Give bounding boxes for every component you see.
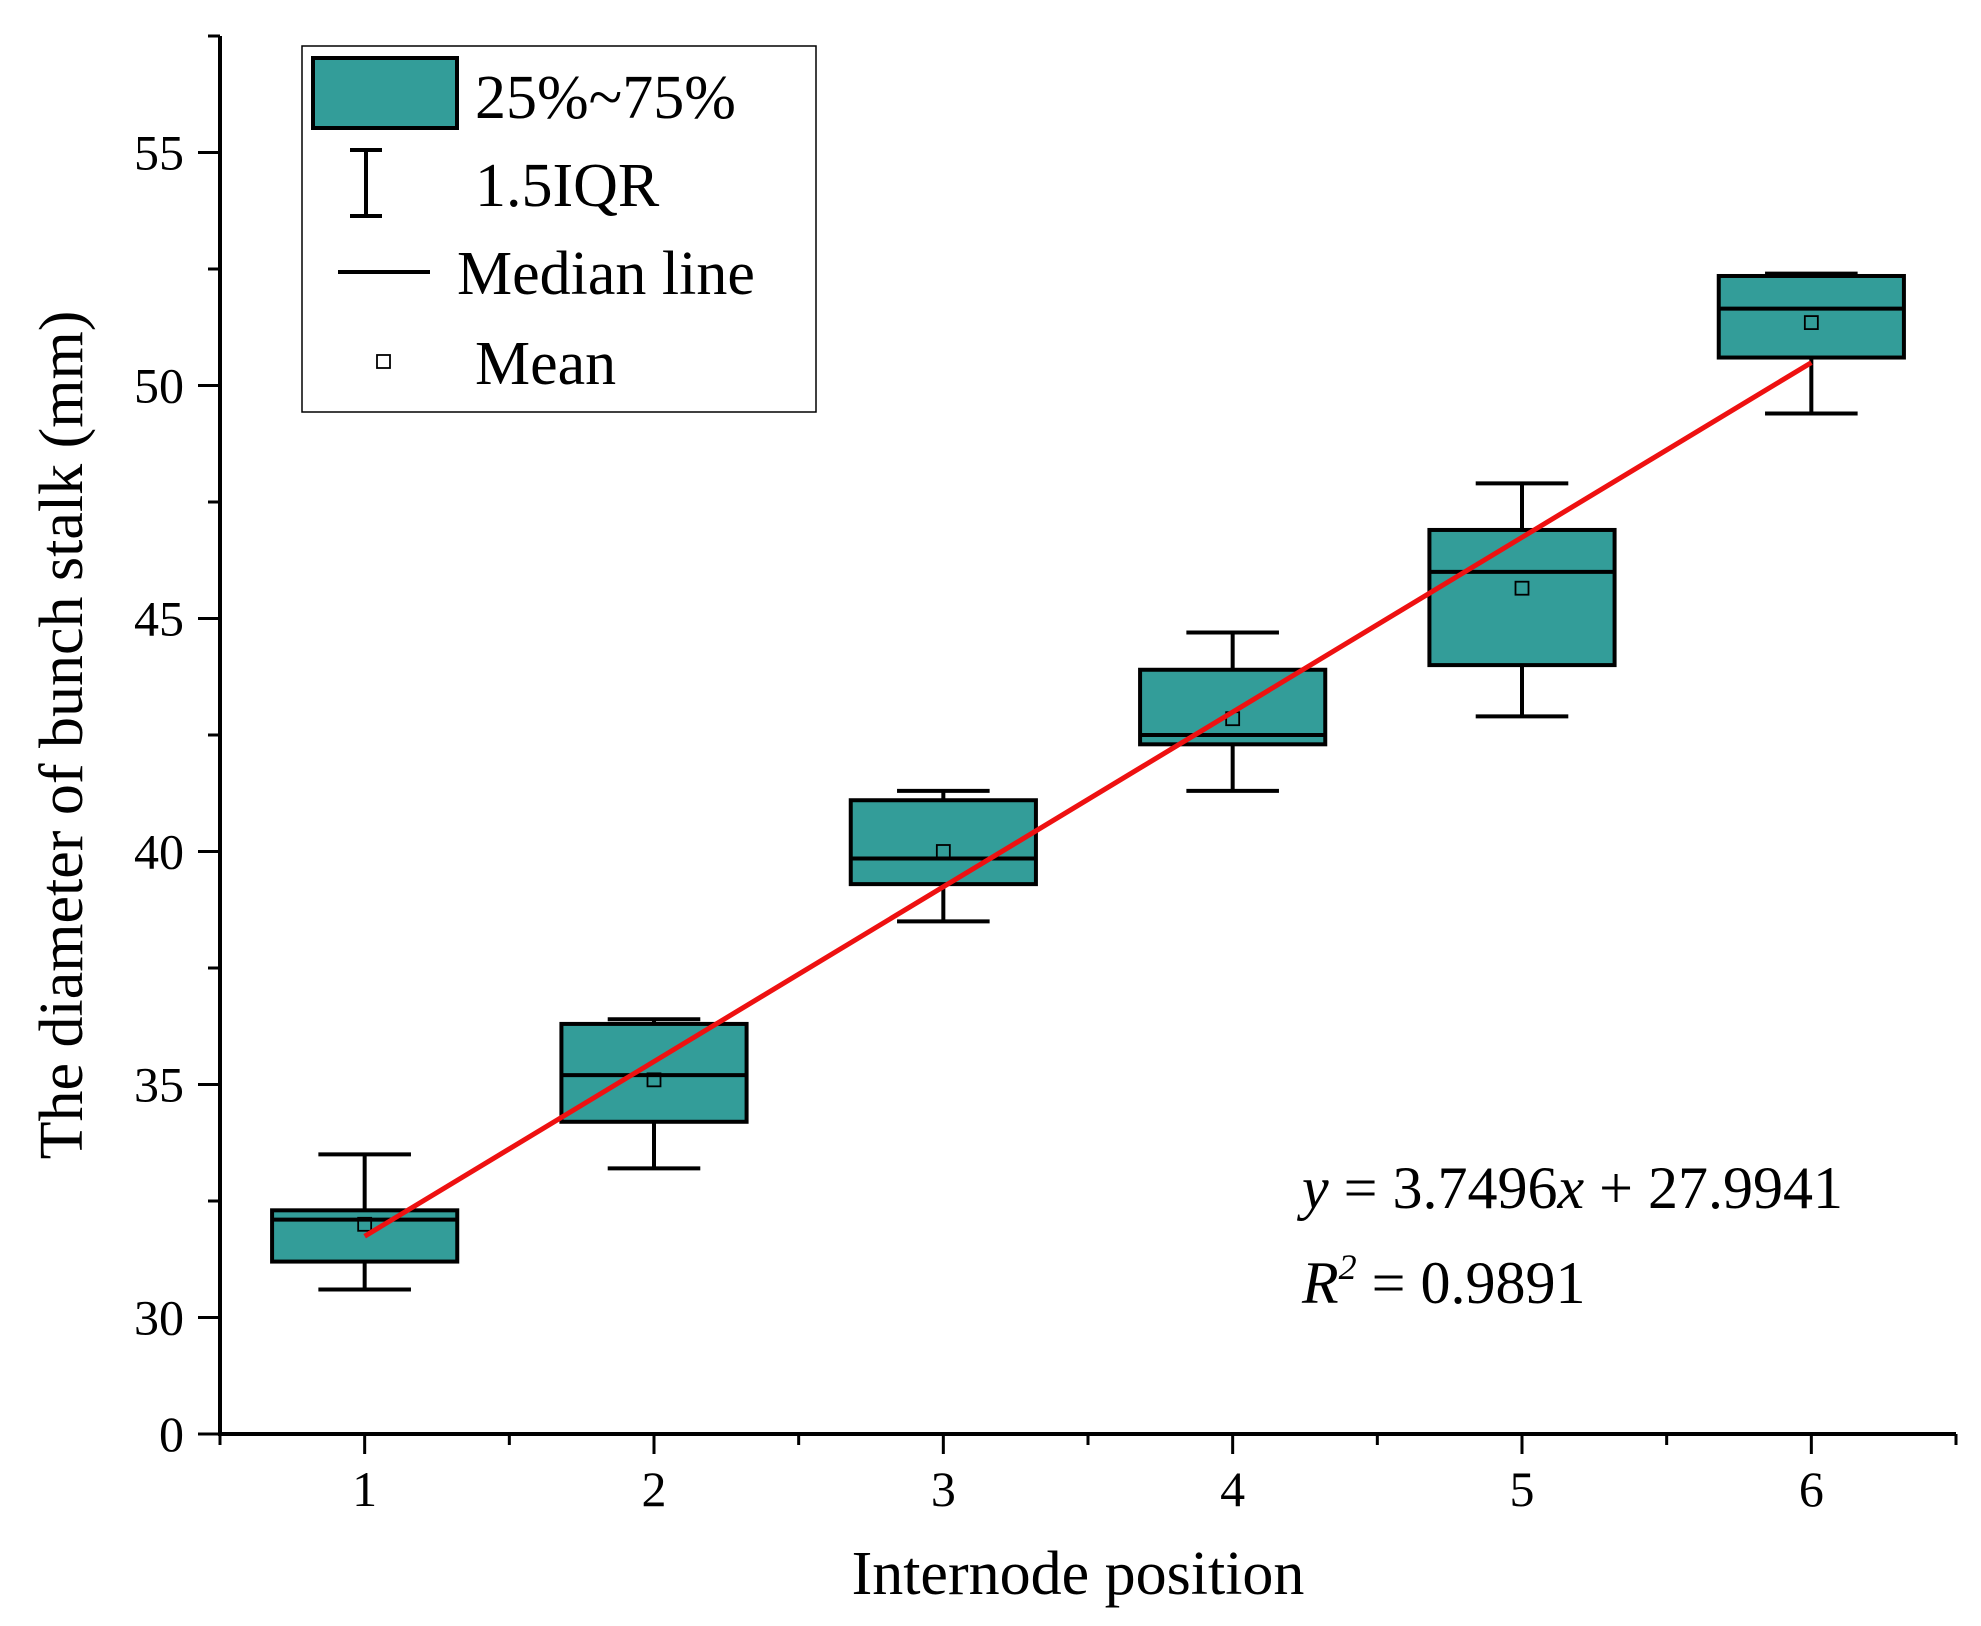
box-5 — [1427, 481, 1617, 719]
y-tick-label-55: 55 — [134, 125, 184, 181]
box-5-mean-marker — [1514, 580, 1530, 596]
x-ticks: 1 2 3 4 5 6 — [218, 1434, 1958, 1517]
legend-box-swatch — [311, 56, 459, 130]
legend: 25%~75% 1.5IQR Median line Mean — [301, 45, 817, 413]
x-tick-label-5: 5 — [1510, 1461, 1535, 1517]
regression-equation: y = 3.7496x + 27.9941 — [1296, 1155, 1843, 1221]
box-4 — [1138, 630, 1328, 793]
box-3-iqr-rect — [848, 798, 1038, 887]
box-2 — [559, 1017, 749, 1171]
y-tick-label-50: 50 — [134, 358, 184, 414]
x-tick-label-4: 4 — [1220, 1461, 1245, 1517]
legend-label-mean: Mean — [475, 330, 616, 398]
legend-label-median: Median line — [457, 240, 755, 308]
y-axis-title: The diameter of bunch stalk (mm) — [28, 311, 96, 1160]
box-5-iqr-rect — [1427, 527, 1617, 668]
y-tick-label-40: 40 — [134, 824, 184, 880]
x-tick-label-6: 6 — [1799, 1461, 1824, 1517]
x-tick-label-2: 2 — [642, 1461, 667, 1517]
box-3 — [848, 788, 1038, 924]
box-6-mean-marker — [1803, 315, 1819, 330]
y-tick-label-0: 0 — [159, 1406, 184, 1462]
boxes — [270, 271, 1906, 1292]
y-tick-label-35: 35 — [134, 1057, 184, 1113]
box-4-iqr-rect — [1138, 667, 1328, 747]
box-1 — [270, 1152, 460, 1292]
box-3-mean-marker — [935, 844, 951, 859]
box-2-iqr-rect — [559, 1021, 749, 1124]
box-1-mean-marker — [357, 1216, 373, 1232]
x-tick-label-1: 1 — [352, 1461, 377, 1517]
x-axis-title: Internode position — [852, 1540, 1305, 1608]
box-6 — [1716, 271, 1906, 416]
y-tick-label-45: 45 — [134, 591, 184, 647]
box-2-mean-marker — [646, 1072, 662, 1088]
legend-whisker-symbol — [350, 148, 382, 218]
legend-label-quartile: 25%~75% — [475, 64, 736, 132]
fit-line — [363, 360, 1813, 1239]
fit-line-group — [363, 360, 1813, 1239]
y-ticks: 0 30 35 40 45 50 55 — [134, 34, 220, 1462]
legend-label-iqr: 1.5IQR — [475, 152, 660, 220]
r-squared-label: R2 = 0.9891 — [1301, 1247, 1586, 1316]
y-tick-label-30: 30 — [134, 1290, 184, 1346]
x-tick-label-3: 3 — [931, 1461, 956, 1517]
legend-mean-symbol — [376, 354, 391, 369]
